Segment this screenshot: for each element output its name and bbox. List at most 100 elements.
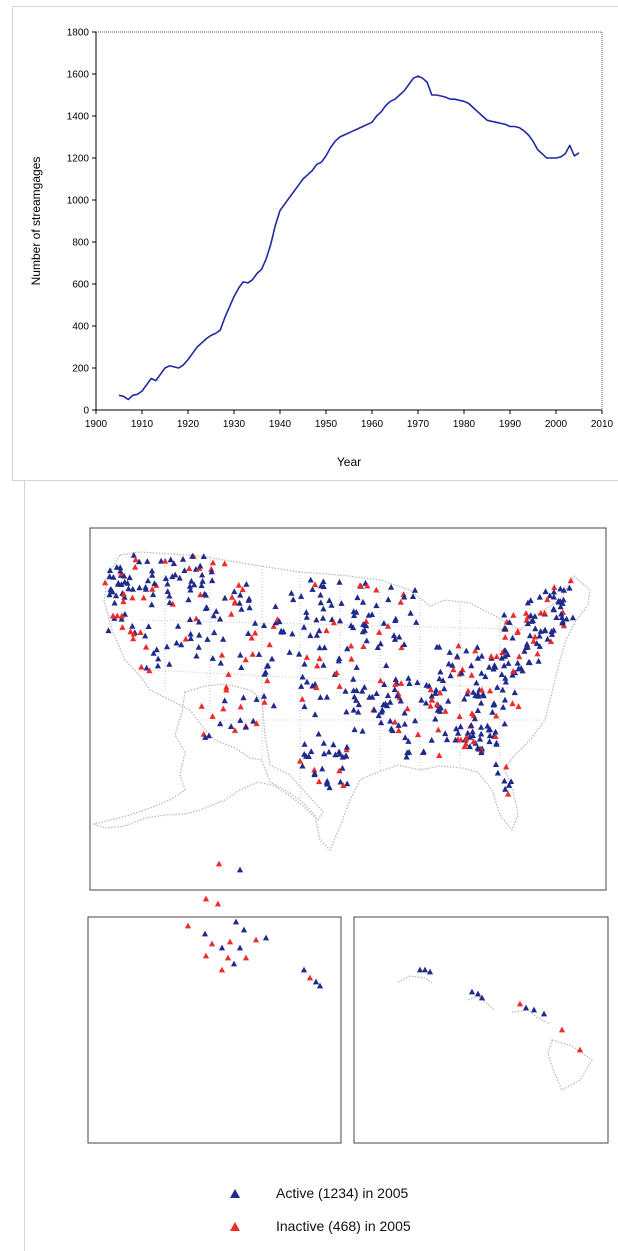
x-axis-label: Year: [337, 455, 361, 469]
active-station-marker: [546, 592, 553, 599]
inactive-station-marker: [459, 666, 466, 673]
active-station-marker: [511, 689, 518, 696]
active-station-marker: [428, 736, 435, 743]
inactive-station-marker: [400, 591, 407, 597]
active-station-marker: [210, 612, 217, 619]
inactive-station-marker: [348, 655, 355, 662]
active-station-marker: [395, 722, 402, 728]
inactive-station-marker: [193, 615, 200, 622]
inactive-station-marker: [208, 940, 216, 947]
active-station-marker: [220, 635, 227, 642]
inactive-station-marker: [493, 653, 500, 660]
active-station-marker: [313, 632, 320, 638]
active-station-marker: [237, 717, 244, 723]
inactive-station-marker: [547, 638, 554, 644]
active-station-marker: [412, 717, 419, 724]
inactive-station-marker: [462, 740, 470, 747]
active-station-marker: [524, 599, 531, 606]
active-station-marker: [449, 662, 456, 668]
active-station-marker: [359, 687, 366, 694]
active-station-marker: [350, 608, 357, 615]
active-station-marker: [303, 614, 310, 620]
active-station-marker: [433, 643, 440, 650]
active-station-marker: [203, 604, 210, 610]
chart-frame-left: [12, 6, 13, 480]
inactive-station-marker: [132, 556, 139, 563]
active-station-marker: [455, 730, 462, 736]
active-station-marker: [466, 734, 474, 740]
active-station-marker: [185, 596, 192, 603]
inactive-station-marker: [237, 703, 244, 710]
inactive-station-marker: [509, 700, 516, 707]
inactive-station-marker: [109, 612, 117, 619]
inactive-station-marker: [531, 633, 539, 640]
active-station-marker: [323, 779, 330, 786]
series-group: [118, 75, 580, 401]
active-station-marker: [555, 597, 562, 604]
active-station-marker: [175, 622, 182, 629]
inactive-station-marker: [143, 643, 150, 650]
active-station-marker: [200, 553, 207, 559]
inactive-station-marker: [455, 642, 462, 649]
inactive-station-marker: [492, 733, 499, 739]
active-station-marker: [414, 679, 421, 686]
active-station-marker: [445, 660, 452, 667]
active-station-marker: [320, 583, 327, 590]
active-station-marker: [300, 623, 308, 630]
active-station-marker: [383, 662, 390, 668]
inactive-station-marker: [114, 612, 121, 619]
active-station-marker: [409, 593, 417, 599]
active-station-marker: [172, 571, 179, 578]
active-station-marker: [312, 711, 319, 718]
active-station-marker: [523, 640, 531, 647]
active-station-marker: [316, 627, 323, 634]
active-station-marker: [508, 778, 515, 784]
active-station-marker: [117, 564, 124, 571]
inactive-station-marker: [398, 644, 405, 651]
active-station-marker: [336, 751, 343, 757]
active-station-marker: [278, 628, 285, 635]
active-station-marker: [343, 743, 351, 750]
active-station-marker: [209, 577, 216, 584]
active-station-marker: [406, 748, 413, 755]
active-station-marker: [170, 560, 177, 566]
active-station-marker: [355, 708, 362, 715]
inactive-station-marker: [316, 655, 323, 662]
active-station-marker: [464, 690, 471, 697]
active-station-marker: [196, 631, 203, 638]
active-station-marker: [213, 608, 220, 614]
active-station-marker: [316, 982, 324, 989]
inactive-station-marker: [182, 635, 189, 642]
active-station-marker: [502, 785, 509, 792]
active-station-marker: [336, 655, 343, 661]
active-station-marker: [380, 620, 387, 626]
active-station-marker: [246, 595, 253, 602]
active-station-marker: [195, 618, 203, 625]
active-station-marker: [305, 753, 312, 759]
active-station-marker: [187, 586, 194, 593]
inactive-station-marker: [120, 591, 127, 597]
active-station-marker: [453, 725, 460, 732]
inactive-station-marker: [130, 630, 137, 637]
active-station-marker: [263, 662, 271, 669]
inactive-station-marker: [502, 634, 509, 640]
inactive-station-marker: [270, 623, 277, 629]
inactive-station-marker: [470, 738, 477, 745]
active-station-marker: [166, 599, 173, 606]
active-station-marker: [373, 602, 380, 609]
active-station-marker: [461, 695, 468, 702]
active-station-marker: [500, 704, 507, 710]
active-station-marker: [473, 679, 480, 686]
y-tick-label: 800: [72, 238, 89, 249]
inactive-station-marker: [146, 667, 153, 674]
inactive-station-marker: [218, 651, 225, 658]
y-tick-label: 1800: [67, 28, 90, 39]
inactive-station-marker: [499, 649, 506, 656]
active-station-marker: [478, 670, 485, 676]
active-station-marker: [272, 603, 279, 609]
active-station-marker: [391, 636, 399, 642]
active-station-marker: [432, 690, 439, 696]
active-station-marker: [255, 651, 263, 657]
active-station-marker: [129, 622, 136, 629]
active-station-marker: [290, 596, 297, 603]
